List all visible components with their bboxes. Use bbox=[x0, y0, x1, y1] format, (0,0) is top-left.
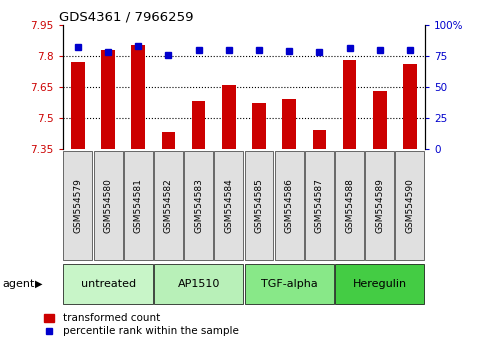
Text: GSM554590: GSM554590 bbox=[405, 178, 414, 233]
Text: GDS4361 / 7966259: GDS4361 / 7966259 bbox=[59, 11, 194, 24]
Text: GSM554583: GSM554583 bbox=[194, 178, 203, 233]
Bar bbox=[192, 101, 205, 149]
Legend: transformed count, percentile rank within the sample: transformed count, percentile rank withi… bbox=[44, 313, 239, 336]
FancyBboxPatch shape bbox=[244, 264, 334, 304]
Text: GSM554579: GSM554579 bbox=[73, 178, 83, 233]
Bar bbox=[403, 64, 417, 149]
Text: GSM554589: GSM554589 bbox=[375, 178, 384, 233]
Text: GSM554587: GSM554587 bbox=[315, 178, 324, 233]
Bar bbox=[313, 130, 326, 149]
Bar bbox=[283, 99, 296, 149]
FancyBboxPatch shape bbox=[335, 264, 425, 304]
FancyBboxPatch shape bbox=[396, 151, 425, 260]
Text: GSM554586: GSM554586 bbox=[284, 178, 294, 233]
Text: GSM554580: GSM554580 bbox=[103, 178, 113, 233]
Bar bbox=[252, 103, 266, 149]
FancyBboxPatch shape bbox=[365, 151, 394, 260]
FancyBboxPatch shape bbox=[335, 151, 364, 260]
Text: TGF-alpha: TGF-alpha bbox=[261, 279, 317, 289]
FancyBboxPatch shape bbox=[94, 151, 123, 260]
Bar bbox=[222, 85, 236, 149]
Text: agent: agent bbox=[2, 279, 35, 289]
Bar bbox=[131, 45, 145, 149]
Text: GSM554581: GSM554581 bbox=[134, 178, 143, 233]
FancyBboxPatch shape bbox=[154, 151, 183, 260]
Text: GSM554585: GSM554585 bbox=[255, 178, 264, 233]
Bar bbox=[343, 60, 356, 149]
Text: AP1510: AP1510 bbox=[177, 279, 220, 289]
Bar bbox=[373, 91, 386, 149]
Text: GSM554582: GSM554582 bbox=[164, 178, 173, 233]
Text: untreated: untreated bbox=[81, 279, 136, 289]
Text: Heregulin: Heregulin bbox=[353, 279, 407, 289]
Bar bbox=[71, 62, 85, 149]
FancyBboxPatch shape bbox=[63, 264, 153, 304]
FancyBboxPatch shape bbox=[275, 151, 304, 260]
FancyBboxPatch shape bbox=[63, 151, 92, 260]
FancyBboxPatch shape bbox=[154, 264, 243, 304]
FancyBboxPatch shape bbox=[184, 151, 213, 260]
Bar bbox=[162, 132, 175, 149]
Text: ▶: ▶ bbox=[35, 279, 43, 289]
FancyBboxPatch shape bbox=[244, 151, 273, 260]
FancyBboxPatch shape bbox=[124, 151, 153, 260]
FancyBboxPatch shape bbox=[305, 151, 334, 260]
Text: GSM554588: GSM554588 bbox=[345, 178, 354, 233]
Text: GSM554584: GSM554584 bbox=[224, 178, 233, 233]
Bar bbox=[101, 50, 115, 149]
FancyBboxPatch shape bbox=[214, 151, 243, 260]
